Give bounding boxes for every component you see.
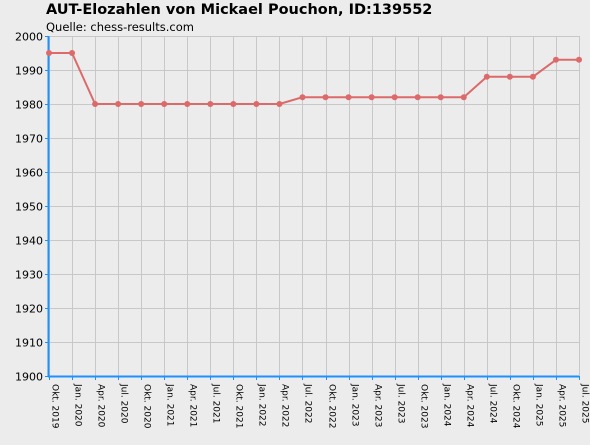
elo-data-point: [552, 56, 559, 63]
x-tick-label: Okt. 2019: [50, 384, 60, 429]
y-tick-label: 1950: [15, 201, 43, 214]
x-tick-label: Apr. 2023: [373, 384, 383, 427]
y-tick-label: 1960: [15, 167, 43, 180]
elo-data-point: [115, 101, 122, 107]
chart-source: Quelle: chess-results.com: [46, 20, 194, 34]
elo-data-point: [483, 73, 490, 80]
elo-data-point: [46, 50, 52, 56]
x-tick-label: Jul. 2022: [303, 383, 313, 424]
x-tick-label: Jul. 2021: [211, 383, 221, 424]
elo-data-point: [345, 94, 352, 101]
x-tick-label: Jan. 2020: [73, 383, 83, 427]
x-tick-label: Jan. 2021: [165, 383, 175, 427]
elo-data-point: [161, 101, 168, 107]
elo-data-point: [92, 101, 99, 107]
x-tick-label: Apr. 2021: [188, 384, 198, 427]
elo-data-point: [391, 94, 398, 101]
elo-data-point: [460, 94, 467, 101]
y-tick-label: 1900: [15, 371, 43, 384]
x-tick-label: Jan. 2025: [534, 383, 544, 427]
elo-data-point: [69, 50, 76, 56]
elo-data-point: [322, 94, 329, 101]
y-tick-label: 1970: [15, 133, 43, 146]
x-tick-label: Okt. 2021: [234, 384, 244, 428]
y-tick-label: 1990: [15, 65, 43, 78]
x-tick-label: Jul. 2020: [119, 383, 129, 424]
y-tick-label: 2000: [15, 31, 43, 44]
y-tick-label: 1920: [15, 303, 43, 316]
y-tick-label: 1940: [15, 235, 43, 248]
x-tick-label: Apr. 2020: [96, 384, 106, 428]
elo-data-point: [184, 101, 191, 107]
elo-data-point: [506, 73, 513, 80]
x-tick-label: Apr. 2025: [557, 384, 567, 427]
y-tick-label: 1910: [15, 337, 43, 350]
x-tick-label: Apr. 2024: [465, 384, 475, 428]
elo-series-line: [49, 52, 579, 105]
x-tick-label: Apr. 2022: [280, 384, 290, 427]
elo-data-point: [230, 101, 237, 107]
elo-data-point: [368, 94, 375, 101]
x-tick-label: Okt. 2023: [419, 384, 429, 428]
elo-data-point: [276, 101, 283, 107]
x-tick-label: Okt. 2022: [327, 384, 337, 428]
x-tick-label: Jul. 2023: [396, 383, 406, 424]
x-tick-label: Okt. 2020: [142, 384, 152, 429]
y-tick-label: 1980: [15, 99, 43, 112]
x-tick-label: Jul. 2025: [580, 383, 590, 424]
x-tick-label: Jul. 2024: [488, 383, 498, 424]
chart-title: AUT-Elozahlen von Mickael Pouchon, ID:13…: [46, 2, 433, 18]
elo-data-point: [437, 94, 444, 101]
elo-data-point: [414, 94, 421, 101]
x-tick-label: Jan. 2023: [350, 383, 360, 427]
elo-data-point: [138, 101, 145, 107]
elo-data-point: [253, 101, 260, 107]
x-tick-label: Jan. 2024: [442, 383, 452, 427]
x-tick-label: Jan. 2022: [257, 383, 267, 427]
y-tick-label: 1930: [15, 269, 43, 282]
elo-data-point: [576, 56, 582, 63]
elo-data-point: [299, 94, 306, 101]
elo-data-point: [529, 73, 536, 80]
x-tick-label: Okt. 2024: [511, 384, 521, 429]
elo-data-point: [207, 101, 214, 107]
